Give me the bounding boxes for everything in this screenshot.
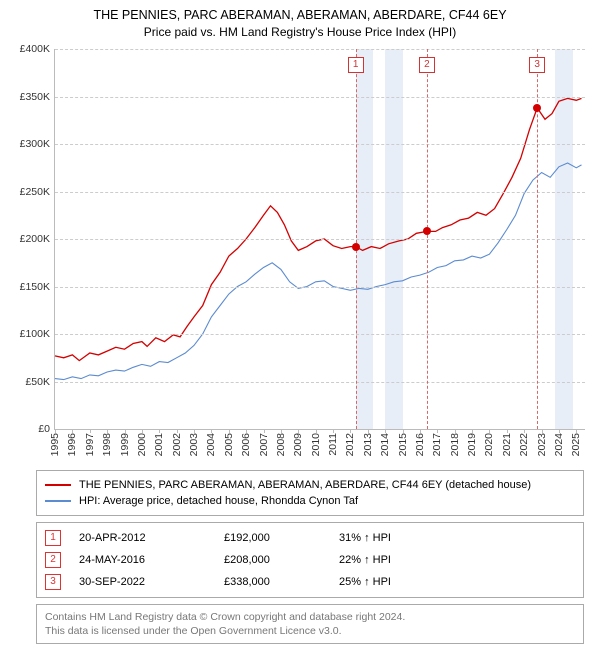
footer-attribution: Contains HM Land Registry data © Crown c…: [36, 604, 584, 644]
x-axis-label: 1996: [66, 433, 78, 456]
reference-marker-box: 3: [529, 57, 545, 73]
legend: THE PENNIES, PARC ABERAMAN, ABERAMAN, AB…: [36, 470, 584, 516]
chart-subtitle: Price paid vs. HM Land Registry's House …: [10, 25, 590, 39]
sale-delta-vs-hpi: 31% ↑ HPI: [339, 532, 391, 544]
x-axis-label: 2006: [240, 433, 252, 456]
legend-item: THE PENNIES, PARC ABERAMAN, ABERAMAN, AB…: [45, 477, 575, 493]
legend-label: HPI: Average price, detached house, Rhon…: [79, 495, 358, 507]
y-axis-label: £200K: [20, 233, 55, 245]
sale-date: 30-SEP-2022: [79, 576, 224, 588]
y-axis-label: £250K: [20, 186, 55, 198]
sale-price: £338,000: [224, 576, 339, 588]
x-axis-label: 2022: [518, 433, 530, 456]
sale-price: £208,000: [224, 554, 339, 566]
x-axis-label: 2009: [292, 433, 304, 456]
x-axis-label: 2021: [501, 433, 513, 456]
x-axis-label: 2005: [223, 433, 235, 456]
x-axis-label: 2008: [275, 433, 287, 456]
chart-container: THE PENNIES, PARC ABERAMAN, ABERAMAN, AB…: [0, 0, 600, 644]
x-axis-label: 1998: [101, 433, 113, 456]
sales-table: 1 20-APR-2012£192,00031% ↑ HPI 2 24-MAY-201…: [36, 522, 584, 598]
reference-marker-box: 2: [419, 57, 435, 73]
sale-row: 2 24-MAY-2016£208,00022% ↑ HPI: [45, 549, 575, 571]
series-line: [55, 98, 582, 360]
x-axis-label: 2010: [310, 433, 322, 456]
plot-area: £0£50K£100K£150K£200K£250K£300K£350K£400…: [54, 49, 585, 430]
y-axis-label: £350K: [20, 91, 55, 103]
x-axis-label: 2001: [153, 433, 165, 456]
sale-marker-number: 1: [45, 530, 61, 546]
sale-marker-number: 2: [45, 552, 61, 568]
y-axis-label: £400K: [20, 43, 55, 55]
data-point-marker: [423, 227, 431, 235]
data-point-marker: [533, 104, 541, 112]
legend-item: HPI: Average price, detached house, Rhon…: [45, 493, 575, 509]
sale-marker-number: 3: [45, 574, 61, 590]
sale-date: 24-MAY-2016: [79, 554, 224, 566]
x-axis-label: 2000: [136, 433, 148, 456]
reference-marker-box: 1: [348, 57, 364, 73]
y-axis-label: £150K: [20, 281, 55, 293]
legend-swatch: [45, 500, 71, 502]
y-axis-label: £100K: [20, 328, 55, 340]
x-axis-label: 2013: [362, 433, 374, 456]
sale-row: 1 20-APR-2012£192,00031% ↑ HPI: [45, 527, 575, 549]
legend-swatch: [45, 484, 71, 486]
x-axis-label: 2020: [483, 433, 495, 456]
x-axis-label: 2014: [379, 433, 391, 456]
reference-line: [427, 49, 428, 429]
data-point-marker: [352, 243, 360, 251]
x-axis-label: 2024: [553, 433, 565, 456]
x-axis-label: 2025: [570, 433, 582, 456]
x-axis-label: 1999: [119, 433, 131, 456]
x-axis-label: 2016: [414, 433, 426, 456]
x-axis-label: 2017: [431, 433, 443, 456]
x-axis-label: 2012: [344, 433, 356, 456]
sale-delta-vs-hpi: 22% ↑ HPI: [339, 554, 391, 566]
x-axis-label: 1995: [49, 433, 61, 456]
title-block: THE PENNIES, PARC ABERAMAN, ABERAMAN, AB…: [0, 0, 600, 45]
x-axis-label: 2011: [327, 433, 339, 456]
x-axis-label: 2002: [171, 433, 183, 456]
sale-price: £192,000: [224, 532, 339, 544]
reference-line: [356, 49, 357, 429]
sale-date: 20-APR-2012: [79, 532, 224, 544]
x-axis-label: 2018: [449, 433, 461, 456]
x-axis-label: 1997: [84, 433, 96, 456]
x-axis-label: 2019: [466, 433, 478, 456]
x-axis-label: 2003: [188, 433, 200, 456]
x-axis-label: 2015: [397, 433, 409, 456]
x-axis-label: 2004: [205, 433, 217, 456]
x-axis-label: 2007: [258, 433, 270, 456]
legend-label: THE PENNIES, PARC ABERAMAN, ABERAMAN, AB…: [79, 479, 531, 491]
sale-delta-vs-hpi: 25% ↑ HPI: [339, 576, 391, 588]
chart-title: THE PENNIES, PARC ABERAMAN, ABERAMAN, AB…: [10, 8, 590, 22]
y-axis-label: £300K: [20, 138, 55, 150]
y-axis-label: £50K: [25, 376, 55, 388]
footer-line-1: Contains HM Land Registry data © Crown c…: [45, 610, 575, 624]
x-axis-label: 2023: [536, 433, 548, 456]
footer-line-2: This data is licensed under the Open Gov…: [45, 624, 575, 638]
